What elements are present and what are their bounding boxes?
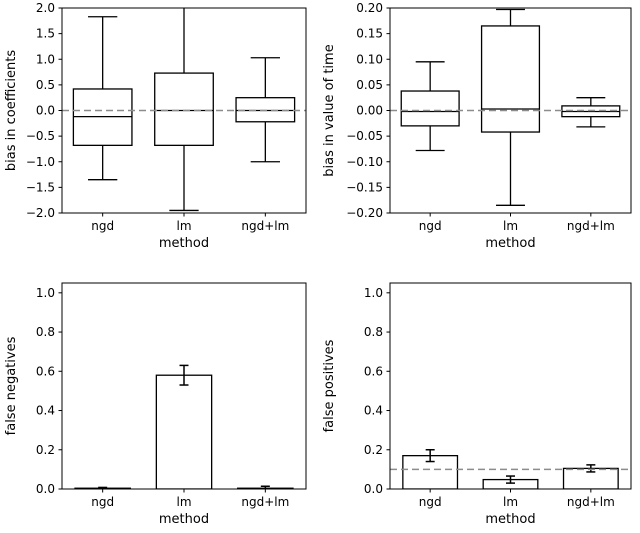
y-axis-label: false negatives [4,336,19,435]
y-tick-label: 0.15 [356,27,383,41]
box [235,97,296,123]
x-tick-label: ngd+lm [241,495,289,509]
y-axis-label: bias in coefficients [4,50,19,171]
y-axis: −0.20 −0.15 −0.10 −0.05 0.00 0.05 0.10 0.15 0.20 [346,1,390,220]
y-tick-label: 0.8 [36,325,55,339]
y-tick-label: −1.0 [26,155,55,169]
chart-bias-in-value-of-time: −0.20 −0.15 −0.10 −0.05 0.00 0.05 0.10 0.15 0.20… [322,1,632,251]
y-tick-label: 2.0 [36,1,55,15]
chart-false-negatives: 0.0 0.2 0.4 0.6 0.8 1.0 ngd lm ngd+lm method false… [4,282,307,527]
y-axis-label: bias in value of time [322,44,337,176]
axes-frame [61,7,307,214]
y-axis-label: false positives [322,339,337,432]
panel-bias-in-coefficients: −2.0 −1.5 −1.0 −0.5 0.0 0.5 1.0 1.5 2.0 ngd lm ngd+… [0,0,320,266]
panel-false-positives: 0.0 0.2 0.4 0.6 0.8 1.0 ngd lm ngd+lm method false… [320,266,640,533]
x-axis: ngd lm ngd+lm [91,213,289,233]
y-tick-label: 0.0 [36,104,55,118]
y-tick-label: −2.0 [26,206,55,220]
bars [402,449,619,489]
chart-false-positives: 0.0 0.2 0.4 0.6 0.8 1.0 ngd lm ngd+lm method false… [322,282,632,527]
x-axis-label: method [485,512,535,527]
axes-frame [389,282,632,490]
y-tick-label: 1.0 [36,52,55,66]
bar [155,374,213,489]
x-tick-label: ngd+lm [567,219,615,233]
y-tick-label: −0.05 [346,129,383,143]
y-tick-label: 0.6 [36,364,55,378]
y-tick-label: 0.2 [36,443,55,457]
y-tick-label: 0.00 [356,104,383,118]
y-tick-label: 1.0 [36,286,55,300]
x-tick-label: lm [176,495,191,509]
x-tick-label: ngd [91,495,114,509]
y-tick-label: 0.0 [364,482,383,496]
x-axis: ngd lm ngd+lm [419,489,615,509]
x-tick-label: lm [176,219,191,233]
y-tick-label: 0.4 [364,404,383,418]
y-tick-label: 1.5 [36,27,55,41]
y-tick-label: 1.0 [364,286,383,300]
y-tick-label: 0.5 [36,78,55,92]
boxplots [72,8,296,212]
y-tick-label: −0.5 [26,129,55,143]
y-tick-label: 0.6 [364,364,383,378]
panel-false-negatives: 0.0 0.2 0.4 0.6 0.8 1.0 ngd lm ngd+lm method false… [0,266,320,533]
x-axis-label: method [159,236,209,251]
y-axis: 0.0 0.2 0.4 0.6 0.8 1.0 [36,286,62,496]
boxplots [400,8,621,206]
x-axis-label: method [485,236,535,251]
y-tick-label: 0.0 [36,482,55,496]
y-tick-label: 0.2 [364,443,383,457]
y-tick-label: −1.5 [26,180,55,194]
axes-frame [389,7,632,214]
y-tick-label: −0.15 [346,180,383,194]
y-tick-label: 0.8 [364,325,383,339]
y-tick-label: 0.10 [356,52,383,66]
y-tick-label: 0.4 [36,404,55,418]
box [154,72,214,146]
x-axis: ngd lm ngd+lm [91,489,289,509]
x-axis-label: method [159,512,209,527]
panel-bias-in-value-of-time: −0.20 −0.15 −0.10 −0.05 0.00 0.05 0.10 0.15 0.20… [320,0,640,266]
y-axis: 0.0 0.2 0.4 0.6 0.8 1.0 [364,286,390,496]
box [400,90,460,127]
x-tick-label: ngd+lm [567,495,615,509]
x-tick-label: ngd [419,219,442,233]
bars [74,364,294,489]
x-tick-label: ngd [91,219,114,233]
box [480,25,541,133]
y-tick-label: 0.05 [356,78,383,92]
x-tick-label: lm [503,219,518,233]
y-tick-label: −0.10 [346,155,383,169]
x-axis: ngd lm ngd+lm [419,213,615,233]
axes-frame [61,282,307,490]
x-tick-label: lm [503,495,518,509]
y-tick-label: −0.20 [346,206,383,220]
x-tick-label: ngd [419,495,442,509]
x-tick-label: ngd+lm [241,219,289,233]
y-tick-label: 0.20 [356,1,383,15]
chart-bias-in-coefficients: −2.0 −1.5 −1.0 −0.5 0.0 0.5 1.0 1.5 2.0 ngd lm ngd+… [4,1,307,251]
y-axis: −2.0 −1.5 −1.0 −0.5 0.0 0.5 1.0 1.5 2.0 [26,1,62,220]
